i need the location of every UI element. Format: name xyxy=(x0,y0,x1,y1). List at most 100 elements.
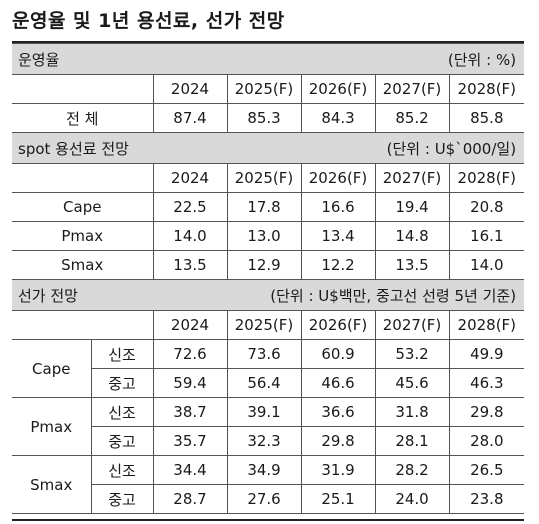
table-row: 중고 28.7 27.6 25.1 24.0 23.8 xyxy=(12,484,525,514)
year-header: 2024 xyxy=(152,74,228,104)
table-row: Smax 신조 34.4 34.9 31.9 28.2 26.5 xyxy=(12,455,525,514)
year-header: 2027(F) xyxy=(374,163,450,193)
cell: 60.9 xyxy=(300,339,376,369)
cell: 85.2 xyxy=(374,103,450,133)
forecast-table-container: 운영율 (단위 : %) 2024 2025(F) 2026(F) 2027(F… xyxy=(12,41,525,521)
table-row: Cape 22.5 17.8 16.6 19.4 20.8 xyxy=(12,192,525,222)
cell: 16.1 xyxy=(448,221,525,251)
year-header: 2026(F) xyxy=(300,163,376,193)
row-label: Smax xyxy=(12,250,154,280)
cell: 14.0 xyxy=(448,250,525,280)
cell: 85.3 xyxy=(226,103,302,133)
table-row: Cape 신조 72.6 73.6 60.9 53.2 49.9 xyxy=(12,339,525,398)
cell: 46.3 xyxy=(448,368,525,398)
cell: 53.2 xyxy=(374,339,450,369)
year-header: 2024 xyxy=(152,163,228,193)
year-header: 2025(F) xyxy=(226,74,302,104)
section-label: spot 용선료 전망 xyxy=(12,132,302,164)
sub-label: 중고 xyxy=(90,368,154,398)
cell: 16.6 xyxy=(300,192,376,222)
cell: 85.8 xyxy=(448,103,525,133)
table-row: Pmax 14.0 13.0 13.4 14.8 16.1 xyxy=(12,221,525,251)
corner-cell xyxy=(12,310,154,340)
cell: 27.6 xyxy=(226,484,302,514)
year-header: 2027(F) xyxy=(374,310,450,340)
cell: 59.4 xyxy=(152,368,228,398)
cell: 17.8 xyxy=(226,192,302,222)
cell: 29.8 xyxy=(448,397,525,427)
year-header: 2026(F) xyxy=(300,310,376,340)
cell: 73.6 xyxy=(226,339,302,369)
section-label: 선가 전망 xyxy=(12,279,227,311)
cell: 31.9 xyxy=(300,455,376,485)
cell: 22.5 xyxy=(152,192,228,222)
cell: 19.4 xyxy=(374,192,450,222)
forecast-table: 운영율 (단위 : %) 2024 2025(F) 2026(F) 2027(F… xyxy=(12,43,525,514)
cell: 13.5 xyxy=(374,250,450,280)
cell: 39.1 xyxy=(226,397,302,427)
row-label: 전 체 xyxy=(12,103,154,133)
year-header: 2025(F) xyxy=(226,163,302,193)
cell: 28.0 xyxy=(448,426,525,456)
cell: 24.0 xyxy=(374,484,450,514)
section-header-price: 선가 전망 (단위 : U$백만, 중고선 선령 5년 기준) xyxy=(12,279,525,311)
corner-cell xyxy=(12,163,154,193)
corner-cell xyxy=(12,74,154,104)
cell: 28.2 xyxy=(374,455,450,485)
cell: 20.8 xyxy=(448,192,525,222)
cell: 29.8 xyxy=(300,426,376,456)
cell: 35.7 xyxy=(152,426,228,456)
group-label: Pmax xyxy=(12,397,92,456)
row-label: Pmax xyxy=(12,221,154,251)
page-title: 운영율 및 1년 용선료, 선가 전망 xyxy=(12,10,285,32)
table-row: Smax 13.5 12.9 12.2 13.5 14.0 xyxy=(12,250,525,280)
year-header: 2025(F) xyxy=(226,310,302,340)
cell: 28.7 xyxy=(152,484,228,514)
cell: 14.8 xyxy=(374,221,450,251)
cell: 12.9 xyxy=(226,250,302,280)
cell: 13.0 xyxy=(226,221,302,251)
sub-label: 신조 xyxy=(90,455,154,485)
cell: 13.4 xyxy=(300,221,376,251)
year-header: 2028(F) xyxy=(448,163,525,193)
year-header: 2024 xyxy=(152,310,228,340)
table-row: 전 체 87.4 85.3 84.3 85.2 85.8 xyxy=(12,103,525,133)
cell: 26.5 xyxy=(448,455,525,485)
year-header-row: 2024 2025(F) 2026(F) 2027(F) 2028(F) xyxy=(12,163,525,193)
cell: 84.3 xyxy=(300,103,376,133)
cell: 72.6 xyxy=(152,339,228,369)
group-label: Cape xyxy=(12,339,92,398)
cell: 56.4 xyxy=(226,368,302,398)
cell: 23.8 xyxy=(448,484,525,514)
group-label: Smax xyxy=(12,455,92,514)
cell: 34.4 xyxy=(152,455,228,485)
cell: 46.6 xyxy=(300,368,376,398)
cell: 28.1 xyxy=(374,426,450,456)
year-header: 2028(F) xyxy=(448,74,525,104)
cell: 36.6 xyxy=(300,397,376,427)
cell: 49.9 xyxy=(448,339,525,369)
section-label: 운영율 xyxy=(12,43,302,75)
sub-label: 중고 xyxy=(90,484,154,514)
section-header-utilization: 운영율 (단위 : %) xyxy=(12,43,525,75)
cell: 13.5 xyxy=(152,250,228,280)
cell: 34.9 xyxy=(226,455,302,485)
section-unit: (단위 : U$백만, 중고선 선령 5년 기준) xyxy=(227,279,525,311)
cell: 45.6 xyxy=(374,368,450,398)
cell: 12.2 xyxy=(300,250,376,280)
section-unit: (단위 : U$`000/일) xyxy=(301,132,525,164)
cell: 38.7 xyxy=(152,397,228,427)
cell: 87.4 xyxy=(152,103,228,133)
year-header-row: 2024 2025(F) 2026(F) 2027(F) 2028(F) xyxy=(12,310,525,340)
year-header: 2028(F) xyxy=(448,310,525,340)
sub-label: 중고 xyxy=(90,426,154,456)
sub-label: 신조 xyxy=(90,339,154,369)
table-row: Pmax 신조 38.7 39.1 36.6 31.8 29.8 xyxy=(12,397,525,456)
cell: 32.3 xyxy=(226,426,302,456)
section-unit: (단위 : %) xyxy=(301,43,525,75)
table-row: 중고 59.4 56.4 46.6 45.6 46.3 xyxy=(12,368,525,398)
cell: 31.8 xyxy=(374,397,450,427)
year-header: 2026(F) xyxy=(300,74,376,104)
year-header: 2027(F) xyxy=(374,74,450,104)
section-header-charter: spot 용선료 전망 (단위 : U$`000/일) xyxy=(12,132,525,164)
